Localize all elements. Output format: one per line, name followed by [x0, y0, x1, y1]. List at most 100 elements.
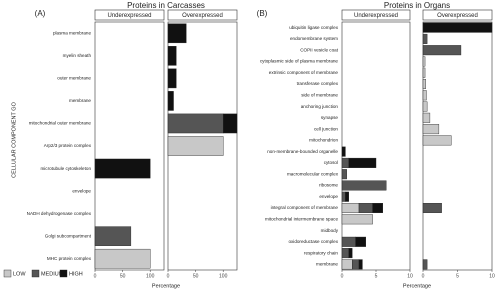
bar-segment — [355, 236, 367, 247]
panel-label: (A) — [35, 9, 46, 18]
bar-segment — [422, 67, 426, 78]
x-tick-label: 0 — [422, 273, 425, 279]
legend-swatch — [31, 269, 40, 278]
x-tick-label: 0 — [341, 273, 344, 279]
legend-label: MEDIUM — [41, 271, 64, 277]
y-tick-label: cytosol — [324, 160, 338, 165]
x-tick-label: 5 — [375, 273, 378, 279]
bar-segment — [352, 259, 360, 270]
bar-segment — [422, 22, 493, 33]
bar-segment — [341, 203, 360, 213]
y-tick-label: Arp2/3 protein complex — [44, 143, 92, 148]
y-tick-label: midbody — [321, 228, 339, 233]
bar-segment — [348, 248, 353, 259]
bar-segment — [167, 91, 174, 111]
y-tick-label: membrane — [316, 262, 338, 267]
facet-frame — [422, 21, 493, 271]
y-tick-label: plasma membrane — [53, 30, 91, 35]
bar-segment — [341, 180, 387, 191]
y-tick-label: mitochondrial outer membrane — [29, 121, 92, 126]
facet-frame — [94, 21, 165, 271]
bar-segment — [341, 191, 346, 202]
x-tick-label: 100 — [146, 273, 155, 279]
x-tick-label: 50 — [120, 273, 126, 279]
bar-segment — [422, 259, 428, 270]
facet-title: Underexpressed — [354, 13, 398, 19]
bar-segment — [341, 214, 373, 225]
bar-segment — [341, 146, 346, 157]
bar-segment — [167, 23, 187, 44]
y-tick-label: macromolecular complex — [287, 171, 339, 176]
x-tick-label: 100 — [219, 273, 228, 279]
bar-segment — [341, 248, 350, 259]
bar-segment — [94, 226, 132, 246]
facet-title: Overexpressed — [437, 13, 478, 19]
facet-title: Underexpressed — [107, 13, 151, 19]
y-axis-title: CELLULAR COMPONENT GO — [11, 101, 17, 177]
bar-segment — [167, 68, 177, 89]
facet-strip — [422, 9, 493, 21]
legend-label: HIGH — [69, 271, 83, 277]
bar-segment — [167, 46, 177, 66]
y-tick-label: anchoring junction — [301, 104, 339, 109]
facet-strip — [167, 9, 238, 21]
y-tick-label: ribosome — [319, 183, 338, 188]
chart-title: Proteins in Carcasses — [127, 1, 205, 10]
x-axis-title: Percentage — [403, 283, 431, 289]
bar-segment — [358, 203, 373, 213]
y-tick-label: NADH dehydrogenase complex — [27, 211, 92, 216]
bar-segment — [94, 158, 151, 179]
y-tick-label: cytoplasmic side of plasma membrane — [260, 59, 339, 64]
y-tick-label: cell junction — [314, 126, 338, 131]
y-tick-label: side of membrane — [301, 92, 338, 97]
y-tick-label: integral component of membrane — [271, 205, 339, 210]
y-tick-label: outer membrane — [57, 76, 91, 81]
bar-segment — [341, 157, 350, 168]
bar-segment — [422, 101, 428, 112]
x-tick-label: 0 — [94, 273, 97, 279]
y-tick-label: microtubule cytoskeleton — [40, 166, 91, 171]
y-tick-label: COPII vesicle coat — [300, 47, 339, 52]
panel-label: (B) — [257, 9, 268, 18]
y-tick-label: oxidoreductase complex — [288, 239, 338, 244]
y-tick-label: synapse — [321, 115, 339, 120]
bar-segment — [422, 124, 440, 135]
bar-segment — [345, 191, 349, 202]
y-tick-label: respiratory chain — [304, 250, 338, 255]
y-tick-label: envelope — [72, 188, 91, 193]
y-tick-label: endomembrane system — [290, 36, 338, 41]
bar-segment — [422, 135, 452, 146]
bar-segment — [167, 113, 224, 134]
bar-segment — [341, 236, 356, 247]
bar-segment — [94, 248, 151, 269]
bar-segment — [422, 33, 428, 44]
y-tick-label: transferase complex — [297, 81, 339, 86]
y-tick-label: mitochondrion — [309, 138, 338, 143]
x-tick-label: 50 — [193, 273, 199, 279]
facet-frame — [341, 21, 411, 271]
bar-segment — [422, 56, 426, 67]
facet-title: Overexpressed — [182, 13, 223, 19]
legend-swatch — [59, 269, 68, 278]
bar-segment — [358, 259, 363, 270]
y-tick-label: mitochondrial intermembrane space — [265, 216, 338, 221]
y-tick-label: membrane — [69, 98, 91, 103]
bar-segment — [422, 79, 426, 89]
y-tick-label: Golgi subcompartment — [45, 233, 92, 238]
y-tick-label: ubiquitin ligase complex — [289, 25, 338, 30]
x-axis-title: Percentage — [152, 283, 180, 289]
bar-segment — [372, 203, 384, 213]
legend-label: LOW — [13, 271, 26, 277]
x-tick-label: 10 — [407, 273, 413, 279]
bar-segment — [341, 259, 353, 270]
bar-segment — [422, 90, 427, 101]
bar-segment — [341, 169, 347, 180]
chart-title: Proteins in Organs — [384, 1, 450, 10]
legend-swatch — [3, 269, 12, 278]
y-tick-label: extrinsic component of membrane — [269, 70, 339, 75]
y-tick-label: non-membrane-bounded organelle — [267, 149, 338, 154]
facet-strip — [341, 9, 411, 21]
bar-segment — [222, 113, 238, 134]
x-tick-label: 10 — [489, 273, 495, 279]
